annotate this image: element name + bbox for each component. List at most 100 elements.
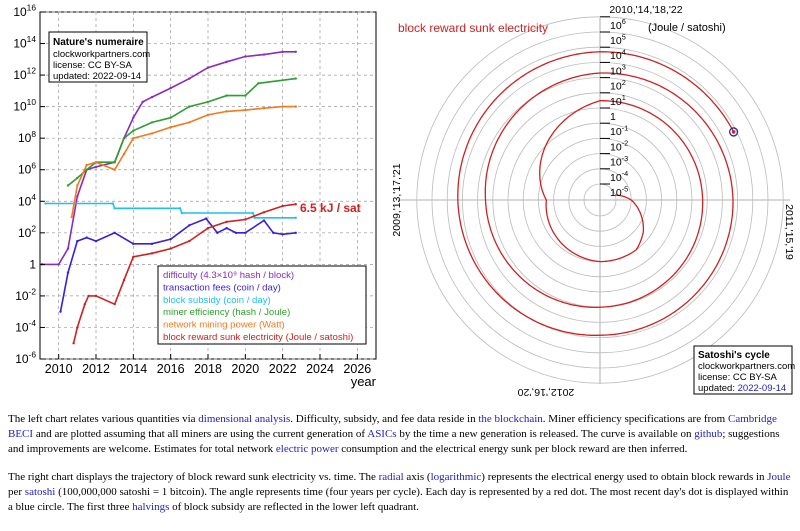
y-tick-label: 104 bbox=[18, 192, 36, 208]
nature-numeraire-chart: 1016 1014 1012 1010 108 106 104 102 1 10-2 10-4 10-… bbox=[13, 3, 376, 389]
data-point bbox=[150, 242, 154, 246]
description-text: (100,000,000 satoshi = 1 bitcoin). The a… bbox=[8, 486, 789, 513]
data-point bbox=[294, 216, 297, 219]
cycle-info-updated: updated: 2022-09-14 bbox=[698, 383, 786, 394]
description-link[interactable]: logarithmic bbox=[430, 471, 482, 483]
data-point bbox=[294, 203, 297, 206]
description-text: axis ( bbox=[403, 471, 431, 483]
angle-label-top: 2010,'14,'18,'22 bbox=[609, 4, 682, 16]
description-text: consumption and the electrical energy su… bbox=[338, 443, 688, 455]
data-point bbox=[132, 116, 135, 119]
data-point bbox=[59, 310, 62, 313]
data-point bbox=[44, 202, 47, 205]
legend-entry: block subsidy (coin / day) bbox=[163, 295, 271, 306]
data-point bbox=[281, 105, 284, 108]
radial-tick-label: 105 bbox=[610, 32, 626, 47]
data-point bbox=[76, 195, 79, 198]
radial-tick-label: 1 bbox=[610, 111, 616, 123]
angle-label-bottom: 2012,'16,'20 bbox=[518, 386, 575, 398]
data-point bbox=[94, 239, 98, 243]
description-link[interactable]: github bbox=[694, 428, 723, 440]
data-point bbox=[132, 136, 135, 140]
data-point bbox=[85, 236, 88, 239]
x-tick-labels: 2010 2012 2014 2016 2018 2020 2022 2024 2026 bbox=[45, 362, 372, 376]
legend: difficulty (4.3×10⁹ hash / block)transac… bbox=[157, 265, 367, 345]
data-point bbox=[244, 55, 247, 58]
legend-entry: block reward sunk electricity (Joule / s… bbox=[163, 332, 353, 343]
cycle-info-line: license: CC BY-SA bbox=[698, 372, 778, 383]
data-point bbox=[188, 121, 191, 124]
sunk-electricity-annotation: 6.5 kJ / sat bbox=[300, 201, 361, 215]
data-point bbox=[206, 226, 210, 230]
data-point bbox=[188, 105, 191, 108]
x-tick-label: 2012 bbox=[82, 362, 110, 376]
y-tick-label: 1014 bbox=[13, 34, 36, 50]
legend-entry: difficulty (4.3×10⁹ hash / block) bbox=[163, 270, 294, 281]
data-point bbox=[113, 168, 116, 171]
data-point bbox=[132, 255, 135, 259]
radial-unit-label: (Joule / satoshi) bbox=[648, 22, 726, 34]
data-point bbox=[294, 231, 297, 235]
data-point bbox=[188, 224, 191, 227]
data-point bbox=[70, 215, 73, 219]
description-text: ; suggestions and improvements are welco… bbox=[8, 428, 780, 455]
data-point bbox=[225, 220, 228, 223]
radial-tick-label: 103 bbox=[610, 63, 626, 78]
data-point bbox=[57, 263, 60, 266]
data-point bbox=[225, 110, 228, 113]
data-point bbox=[132, 242, 135, 246]
radial-tick-label: 10-3 bbox=[610, 154, 628, 169]
data-point bbox=[94, 161, 98, 164]
data-point bbox=[216, 231, 219, 235]
data-point bbox=[150, 121, 154, 124]
data-point bbox=[272, 231, 275, 235]
updated-date-link[interactable]: 2022-09-14 bbox=[738, 383, 787, 394]
series-line bbox=[70, 105, 296, 218]
cycle-info-box: Satoshi's cycle clockworkpartners.com li… bbox=[693, 345, 795, 395]
angle-label-left: 2009,'13,'17,'21 bbox=[391, 163, 403, 236]
data-point bbox=[66, 184, 70, 187]
data-point bbox=[111, 202, 115, 205]
description-link[interactable]: dimensional analysis bbox=[198, 413, 291, 425]
y-tick-label: 1 bbox=[29, 257, 36, 271]
data-point bbox=[251, 211, 254, 215]
satoshi-cycle-chart: 106105104103102101110-110-210-310-410-5 … bbox=[391, 4, 795, 398]
y-tick-label: 1010 bbox=[13, 97, 36, 113]
x-tick-label: 2026 bbox=[343, 362, 371, 376]
x-tick-label: 2010 bbox=[45, 362, 73, 376]
data-point bbox=[169, 247, 172, 250]
y-tick-label: 1016 bbox=[13, 3, 36, 19]
data-point bbox=[294, 77, 297, 80]
y-tick-label: 106 bbox=[18, 160, 36, 176]
radial-tick-label: 10-5 bbox=[610, 184, 628, 199]
data-point bbox=[206, 100, 210, 104]
x-tick-label: 2018 bbox=[194, 362, 222, 376]
data-point bbox=[225, 226, 228, 230]
data-point bbox=[113, 302, 116, 306]
data-point bbox=[150, 132, 154, 135]
data-point bbox=[83, 302, 87, 306]
description-link[interactable]: satoshi bbox=[24, 486, 56, 498]
description-link[interactable]: halvings bbox=[132, 501, 170, 513]
description-link[interactable]: Joule bbox=[767, 471, 791, 483]
x-tick-label: 2014 bbox=[119, 362, 147, 376]
radial-tick-label: 10-4 bbox=[610, 169, 628, 184]
legend-entry: transaction fees (coin / day) bbox=[163, 282, 281, 293]
data-point bbox=[85, 168, 88, 171]
description-link[interactable]: the blockchain bbox=[478, 413, 543, 425]
data-point bbox=[225, 94, 228, 97]
sunk-electricity-spiral bbox=[457, 51, 735, 336]
description-link[interactable]: electric power bbox=[275, 443, 339, 455]
right-chart-description: The right chart displays the trajectory … bbox=[8, 470, 792, 515]
data-point bbox=[206, 113, 210, 117]
latest-day-circle bbox=[728, 127, 739, 137]
x-tick-label: 2022 bbox=[269, 362, 297, 376]
description-link[interactable]: ASICs bbox=[367, 428, 397, 440]
description-text: . Difficulty, subsidy, and fee data resi… bbox=[290, 413, 479, 425]
description-text: The left chart relates various quantitie… bbox=[8, 413, 199, 425]
data-point bbox=[244, 108, 247, 112]
description-link[interactable]: Cambridge BECI bbox=[8, 413, 777, 440]
description-link[interactable]: radial bbox=[378, 471, 404, 483]
data-point bbox=[188, 239, 191, 243]
